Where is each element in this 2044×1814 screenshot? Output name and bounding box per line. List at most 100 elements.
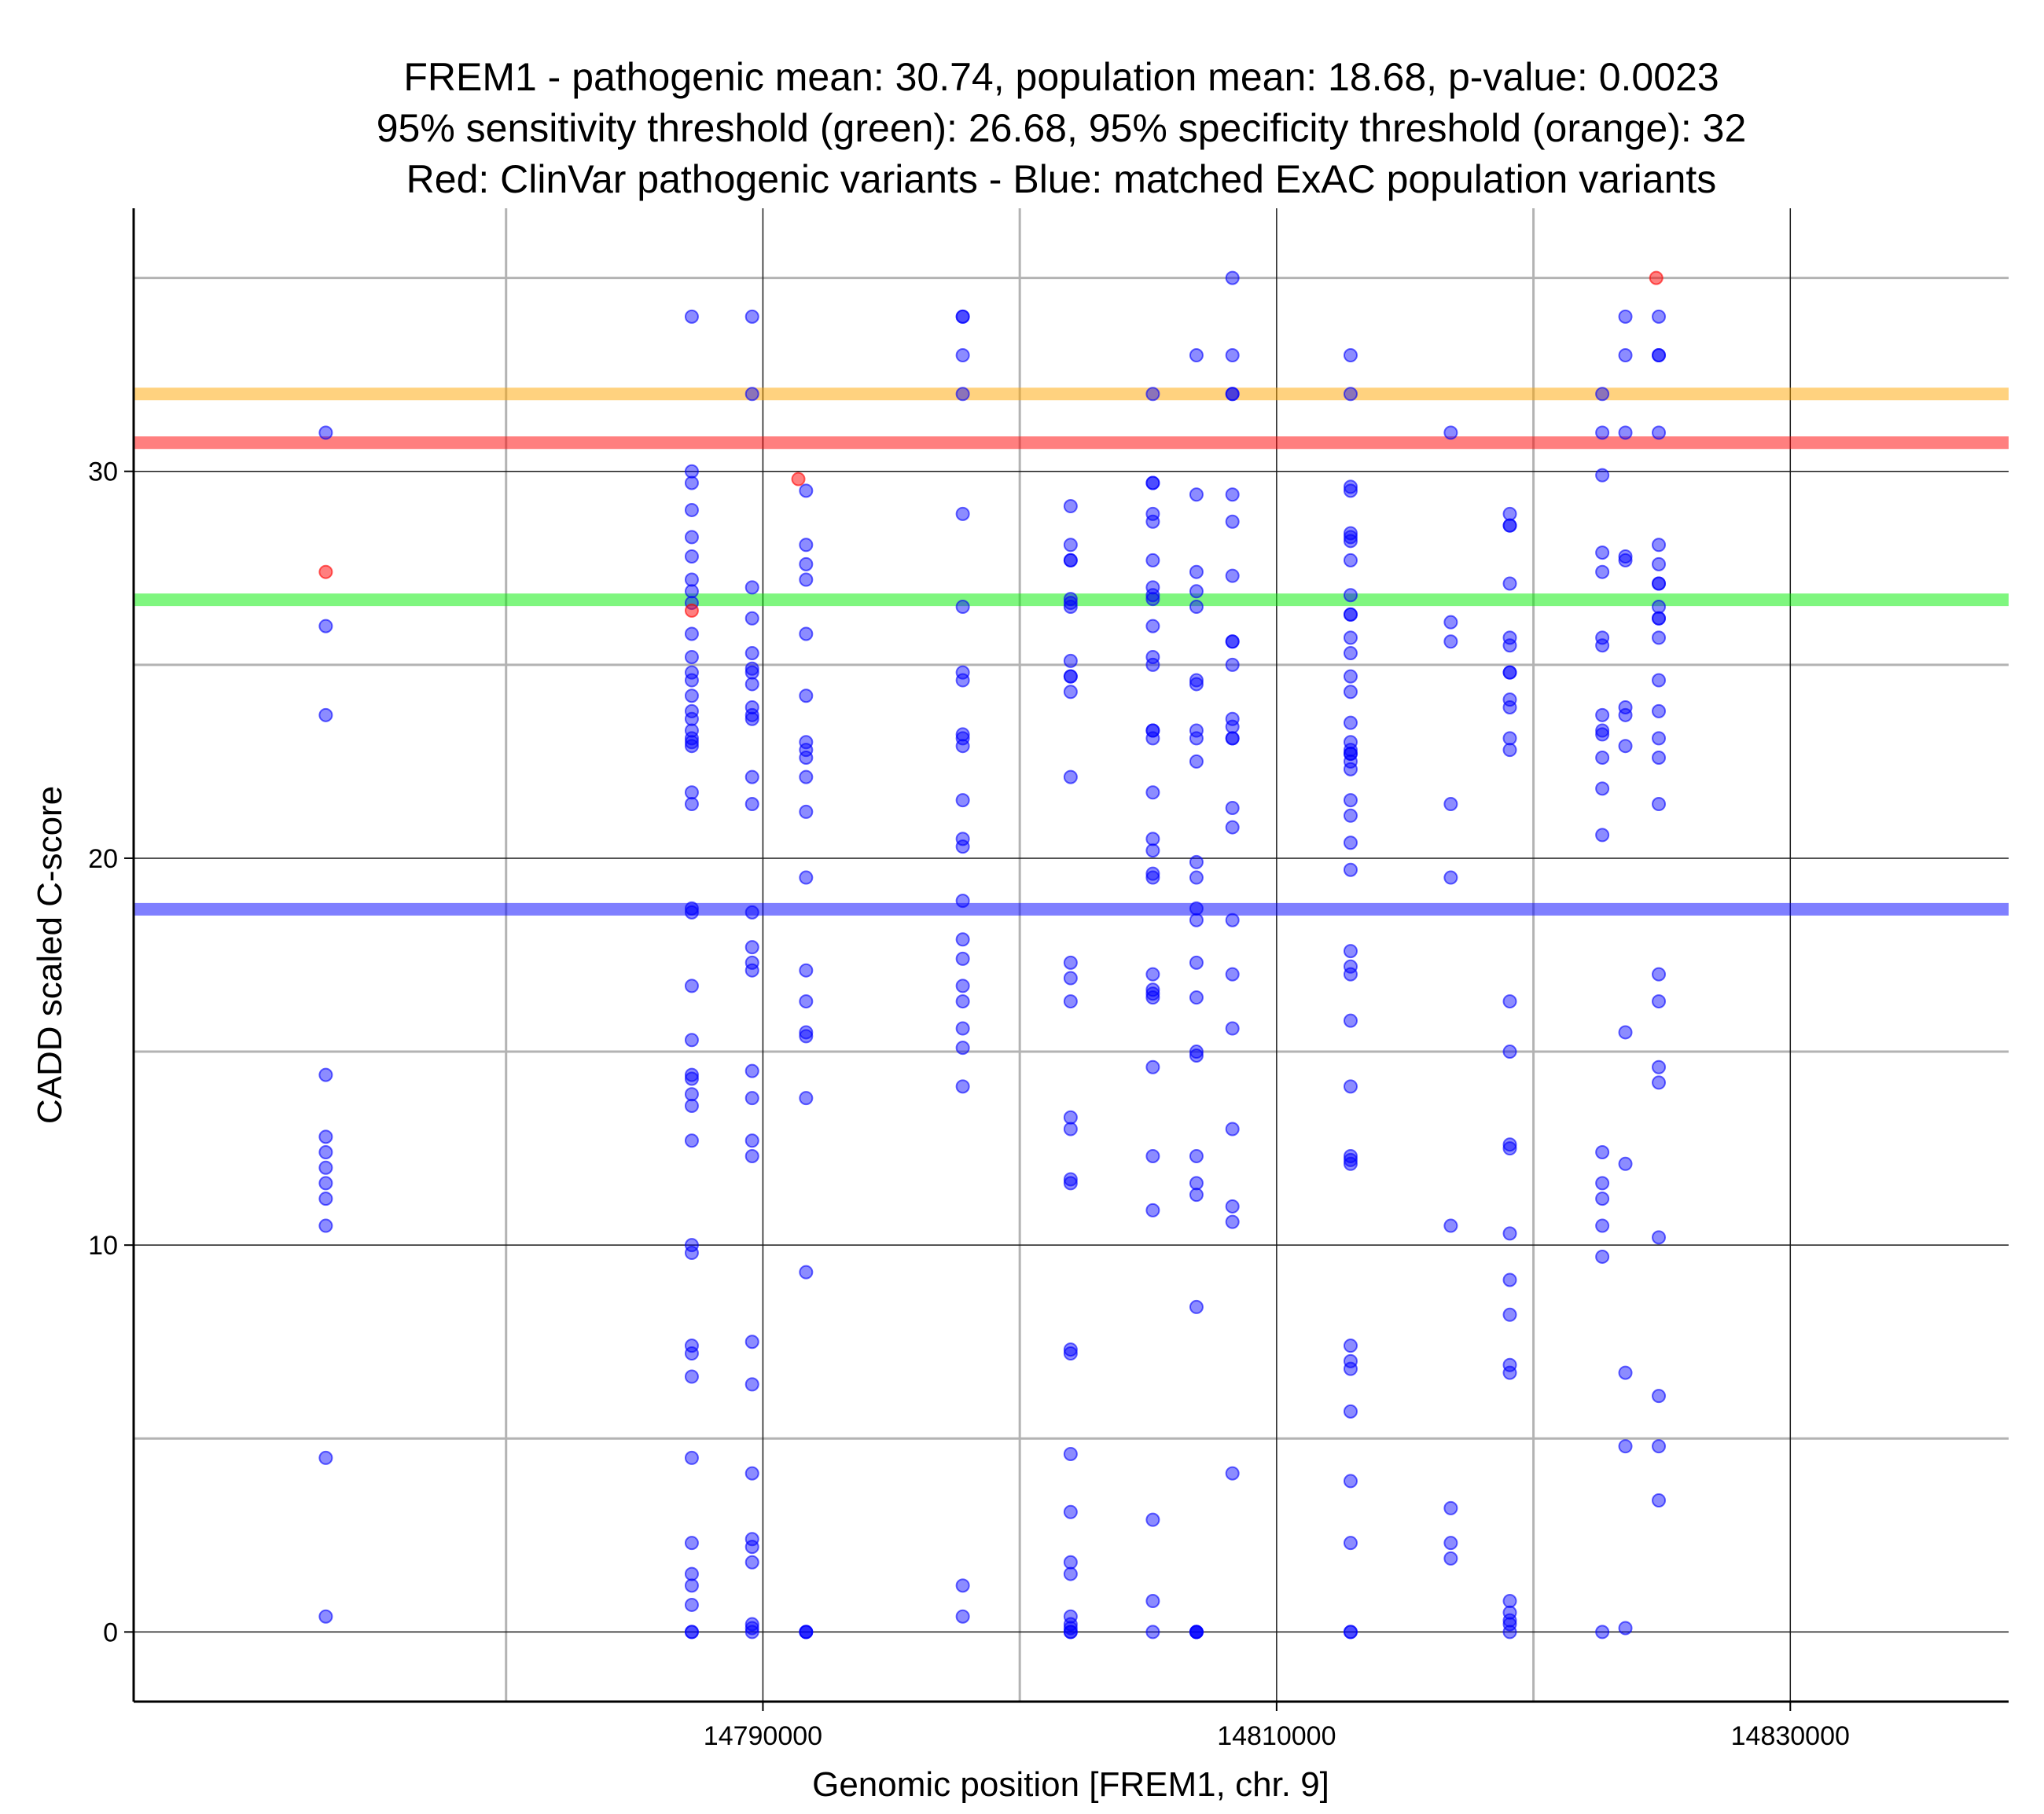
population-variant-point — [1652, 630, 1667, 645]
population-variant-point — [1618, 425, 1633, 440]
population-variant-point — [799, 689, 814, 703]
population-variant-point — [955, 979, 970, 993]
population-variant-point — [1652, 1439, 1667, 1454]
population-variant-point — [744, 580, 759, 595]
population-variant-point — [1502, 700, 1517, 714]
population-variant-point — [1343, 630, 1358, 645]
population-variant-point — [1343, 1536, 1358, 1551]
population-variant-point — [1063, 1625, 1078, 1640]
population-variant-point — [1189, 1176, 1204, 1191]
population-variant-point — [1145, 1625, 1160, 1640]
population-variant-point — [1595, 387, 1610, 402]
population-variant-point — [744, 611, 759, 626]
population-variant-point — [799, 870, 814, 885]
population-variant-point — [1343, 1474, 1358, 1489]
population-variant-point — [1063, 1566, 1078, 1581]
population-variant-point — [1652, 576, 1667, 591]
population-variant-point — [1595, 545, 1610, 560]
population-variant-point — [1343, 1079, 1358, 1094]
population-variant-point — [955, 348, 970, 363]
population-variant-point — [1343, 1361, 1358, 1376]
population-variant-point — [955, 727, 970, 742]
population-variant-point — [955, 673, 970, 688]
population-variant-point — [1189, 731, 1204, 746]
population-variant-point — [1189, 584, 1204, 599]
population-variant-point — [1343, 348, 1358, 363]
population-variant-point — [1145, 514, 1160, 529]
population-variant-point — [1343, 967, 1358, 982]
population-variant-point — [744, 769, 759, 784]
population-variant-point — [744, 797, 759, 812]
population-variant-point — [1343, 588, 1358, 603]
population-variant-point — [318, 1176, 333, 1191]
population-variant-point — [1063, 1110, 1078, 1125]
population-variant-point — [1189, 673, 1204, 688]
population-variant-point — [684, 1033, 699, 1048]
population-variant-point — [1063, 1172, 1078, 1187]
population-variant-point — [684, 1597, 699, 1612]
population-variant-point — [744, 1555, 759, 1570]
population-variant-point — [744, 963, 759, 978]
population-variant-point — [1652, 425, 1667, 440]
population-variant-point — [1343, 387, 1358, 402]
population-variant-point — [1595, 1176, 1610, 1191]
population-variant-point — [744, 665, 759, 680]
population-variant-point — [1063, 1342, 1078, 1357]
population-variant-point — [1343, 1013, 1358, 1028]
population-variant-point — [1652, 967, 1667, 982]
population-variant-point — [744, 711, 759, 726]
population-variant-point — [1595, 1218, 1610, 1233]
y-axis-ticks: 0 10 20 30 — [88, 457, 134, 1647]
population-variant-point — [1502, 1594, 1517, 1609]
population-variant-point — [684, 735, 699, 750]
population-variant-point — [1189, 870, 1204, 885]
population-variant-point — [955, 1041, 970, 1056]
population-variant-point — [684, 1625, 699, 1640]
y-axis-title: CADD scaled C-score — [31, 786, 69, 1124]
population-variant-point — [1502, 1137, 1517, 1152]
population-variant-point — [744, 309, 759, 324]
population-variant-point — [799, 556, 814, 571]
population-variant-point — [1145, 1148, 1160, 1163]
pathogenic-variant-point — [318, 564, 333, 579]
population-variant-point — [1343, 862, 1358, 877]
x-axis-ticks: 14790000 14810000 14830000 — [704, 1702, 1850, 1751]
population-variant-point — [1063, 499, 1078, 514]
population-variant-point — [1189, 1045, 1204, 1059]
population-variant-point — [1225, 1021, 1240, 1036]
population-variant-point — [1502, 731, 1517, 746]
population-variant-point — [955, 894, 970, 909]
population-variant-point — [318, 1218, 333, 1233]
population-variant-point — [1595, 723, 1610, 738]
population-variant-point — [1189, 599, 1204, 614]
population-variant-point — [1618, 707, 1633, 722]
population-variant-point — [1225, 731, 1240, 746]
population-variant-point — [318, 425, 333, 440]
population-variant-point — [684, 739, 699, 754]
population-variant-point — [955, 1578, 970, 1593]
population-variant-point — [684, 1369, 699, 1384]
population-variant-point — [1063, 1346, 1078, 1360]
population-variant-point — [1063, 1122, 1078, 1137]
population-variant-point — [799, 626, 814, 641]
population-variant-point — [684, 1098, 699, 1113]
population-variant-point — [1225, 387, 1240, 402]
population-variant-point — [1502, 638, 1517, 653]
population-variant-point — [1063, 538, 1078, 553]
population-variant-point — [1343, 553, 1358, 567]
population-variant-point — [318, 1129, 333, 1144]
population-variant-point — [1595, 1145, 1610, 1160]
population-variant-point — [1652, 611, 1667, 626]
population-variant-point — [1343, 762, 1358, 777]
population-variant-point — [955, 1609, 970, 1624]
population-variant-point — [684, 1450, 699, 1465]
population-variant-point — [1225, 1199, 1240, 1214]
minor-grid — [134, 208, 2009, 1702]
population-variant-point — [955, 951, 970, 966]
population-variant-point — [1443, 797, 1458, 812]
population-variant-point — [955, 506, 970, 521]
population-variant-point — [1618, 1621, 1633, 1636]
population-variant-point — [1063, 1176, 1078, 1191]
population-variant-point — [1652, 348, 1667, 363]
